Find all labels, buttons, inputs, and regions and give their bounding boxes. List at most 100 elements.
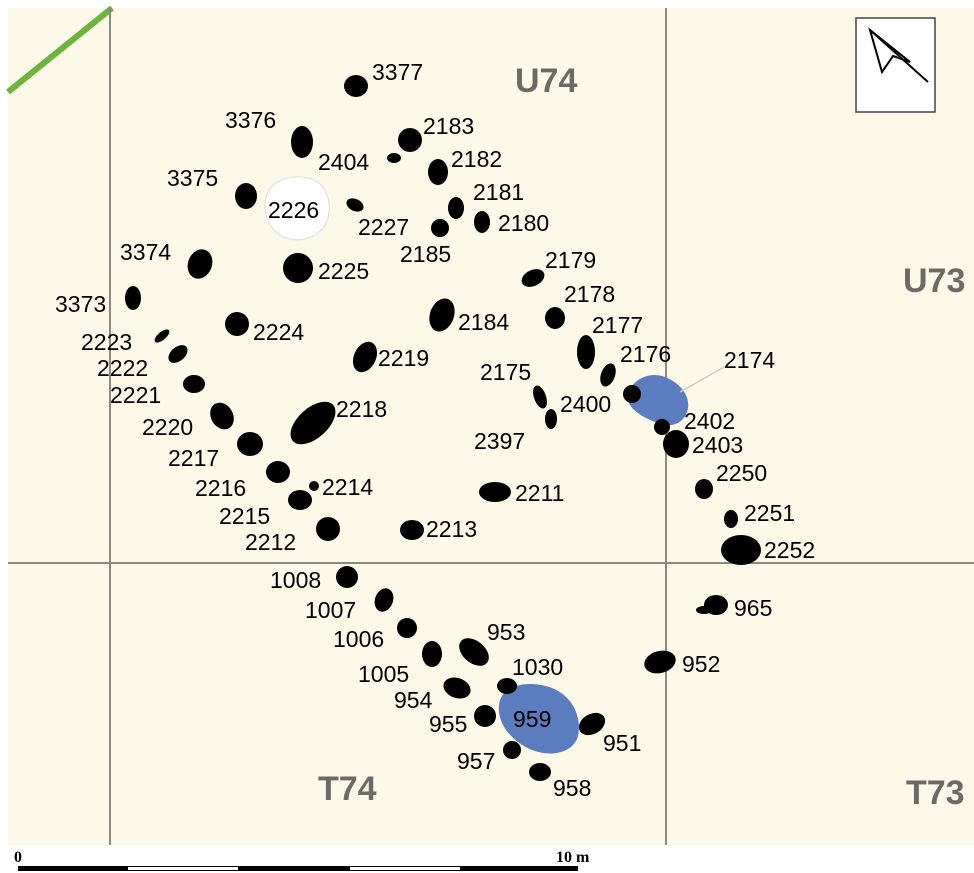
label-952: 952 <box>682 651 720 677</box>
posthole-2184 <box>429 298 455 332</box>
posthole-2177 <box>577 335 595 369</box>
posthole-2217 <box>237 432 263 456</box>
label-3373: 3373 <box>55 291 106 317</box>
label-2404: 2404 <box>318 149 369 175</box>
posthole-2185 <box>431 219 449 237</box>
label-2252: 2252 <box>764 537 815 563</box>
label-953: 953 <box>487 619 525 645</box>
label-2224: 2224 <box>253 319 304 345</box>
posthole-2213 <box>400 520 424 540</box>
posthole-1006 <box>397 618 417 638</box>
label-958: 958 <box>553 775 591 801</box>
label-2212: 2212 <box>245 529 296 555</box>
posthole-2220 <box>210 402 234 430</box>
posthole-2218 <box>290 401 336 445</box>
label-1006: 1006 <box>333 626 384 652</box>
label-2225: 2225 <box>318 258 369 284</box>
feature-labels: 3377 3376 3375 3374 3373 2226 2404 2183 … <box>55 59 815 801</box>
label-2227: 2227 <box>358 214 409 240</box>
posthole-2216 <box>266 461 290 483</box>
posthole-2252 <box>721 535 761 565</box>
label-2219: 2219 <box>378 345 429 371</box>
pit-959 <box>498 684 579 754</box>
scale-bar <box>18 866 578 871</box>
label-965: 965 <box>734 595 772 621</box>
posthole-2183 <box>398 128 422 152</box>
label-2176: 2176 <box>620 341 671 367</box>
label-2250: 2250 <box>716 460 767 486</box>
posthole-3374 <box>187 249 213 279</box>
label-2179: 2179 <box>545 247 596 273</box>
posthole-2211 <box>479 482 511 502</box>
posthole-2179 <box>521 269 545 287</box>
posthole-2221 <box>183 375 205 393</box>
label-2213: 2213 <box>426 516 477 542</box>
label-1005: 1005 <box>358 661 409 687</box>
posthole-951 <box>578 712 606 736</box>
posthole-2180 <box>474 211 490 233</box>
label-2220: 2220 <box>142 414 193 440</box>
excavation-edge-line <box>6 5 114 95</box>
posthole-2397 <box>545 409 557 429</box>
posthole-1030 <box>497 678 517 694</box>
label-2174: 2174 <box>724 347 775 373</box>
posthole-2181 <box>448 197 464 219</box>
blank-feature-2226 <box>264 176 330 241</box>
label-954: 954 <box>394 687 433 713</box>
label-2178: 2178 <box>564 281 615 307</box>
posthole-2227 <box>346 198 364 212</box>
label-2185: 2185 <box>400 241 451 267</box>
label-1007: 1007 <box>305 597 356 623</box>
posthole-2175 <box>533 385 547 409</box>
plan-background <box>8 8 974 845</box>
label-959: 959 <box>513 706 551 732</box>
posthole-1008 <box>336 566 358 588</box>
posthole-1007 <box>374 588 394 612</box>
posthole-3376 <box>291 126 313 158</box>
posthole-3377 <box>344 75 368 97</box>
label-2222: 2222 <box>97 355 148 381</box>
label-2223: 2223 <box>81 329 132 355</box>
posthole-953 <box>459 638 489 666</box>
posthole-2402 <box>654 419 670 435</box>
posthole-2225 <box>283 253 313 283</box>
posthole-3373 <box>125 286 141 310</box>
label-1030: 1030 <box>512 654 563 680</box>
posthole-2223 <box>154 329 170 343</box>
label-2214: 2214 <box>322 474 373 500</box>
posthole-3375 <box>235 183 257 209</box>
label-3374: 3374 <box>120 239 171 265</box>
label-2215: 2215 <box>219 503 270 529</box>
label-2400: 2400 <box>560 391 611 417</box>
pit-2174 <box>627 374 689 426</box>
label-2177: 2177 <box>592 312 643 338</box>
grid-label-t73: T73 <box>906 774 965 812</box>
grid-label-u73: U73 <box>903 262 965 300</box>
posthole-2250 <box>695 479 713 499</box>
posthole-965-b <box>696 606 712 614</box>
posthole-2176 <box>600 363 616 387</box>
posthole-2178 <box>545 307 565 329</box>
posthole-2182 <box>428 159 448 185</box>
label-2211: 2211 <box>515 480 564 506</box>
posthole-2403 <box>663 430 689 458</box>
postholes <box>125 75 761 781</box>
scale-label-start: 0 <box>14 849 22 866</box>
label-2217: 2217 <box>168 445 219 471</box>
posthole-2212 <box>316 517 340 541</box>
posthole-1005 <box>422 641 442 667</box>
posthole-2215 <box>288 490 312 510</box>
label-957: 957 <box>457 748 495 774</box>
posthole-2219 <box>352 341 378 373</box>
label-2181: 2181 <box>473 179 524 205</box>
label-2182: 2182 <box>451 146 502 172</box>
posthole-2224 <box>225 312 249 336</box>
label-951: 951 <box>603 730 641 756</box>
grid-label-t74: T74 <box>318 770 377 808</box>
label-2180: 2180 <box>498 210 549 236</box>
label-955: 955 <box>429 711 467 737</box>
label-2402: 2402 <box>684 408 735 434</box>
label-2251: 2251 <box>744 500 795 526</box>
posthole-952 <box>644 650 676 674</box>
